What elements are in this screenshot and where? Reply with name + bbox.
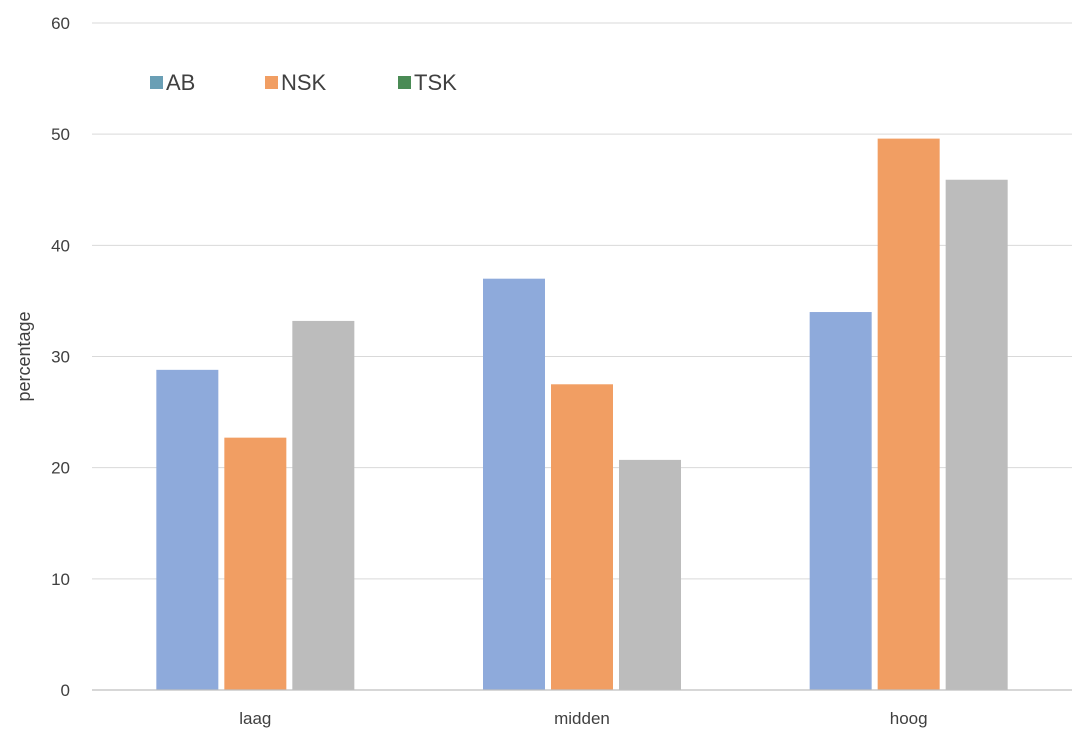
bar-tsk-hoog	[945, 179, 1008, 690]
x-category-label: hoog	[890, 709, 928, 728]
y-tick-label: 20	[51, 459, 70, 478]
y-tick-label: 60	[51, 14, 70, 33]
bar-nsk-midden	[551, 384, 613, 690]
x-axis-categories: laag midden hoog	[239, 709, 927, 728]
bar-tsk-midden	[619, 459, 681, 690]
legend-label-tsk: TSK	[414, 70, 457, 95]
y-tick-label: 0	[61, 681, 70, 700]
bars	[156, 138, 1008, 690]
legend-swatch-tsk	[398, 76, 411, 89]
legend-label-nsk: NSK	[281, 70, 327, 95]
y-axis-ticks: 0 10 20 30 40 50 60	[51, 14, 70, 700]
bar-nsk-hoog	[877, 138, 940, 690]
bar-nsk-laag	[224, 437, 287, 690]
y-axis-title: percentage	[14, 311, 34, 401]
legend: AB NSK TSK	[150, 70, 457, 95]
legend-swatch-nsk	[265, 76, 278, 89]
bar-ab-midden	[483, 278, 545, 690]
y-tick-label: 50	[51, 125, 70, 144]
bar-ab-hoog	[809, 312, 872, 690]
x-category-label: midden	[554, 709, 610, 728]
legend-label-ab: AB	[166, 70, 195, 95]
bar-ab-laag	[156, 369, 219, 690]
y-tick-label: 40	[51, 236, 70, 255]
y-tick-label: 30	[51, 348, 70, 367]
bar-tsk-laag	[292, 320, 355, 690]
x-category-label: laag	[239, 709, 271, 728]
legend-swatch-ab	[150, 76, 163, 89]
y-tick-label: 10	[51, 570, 70, 589]
